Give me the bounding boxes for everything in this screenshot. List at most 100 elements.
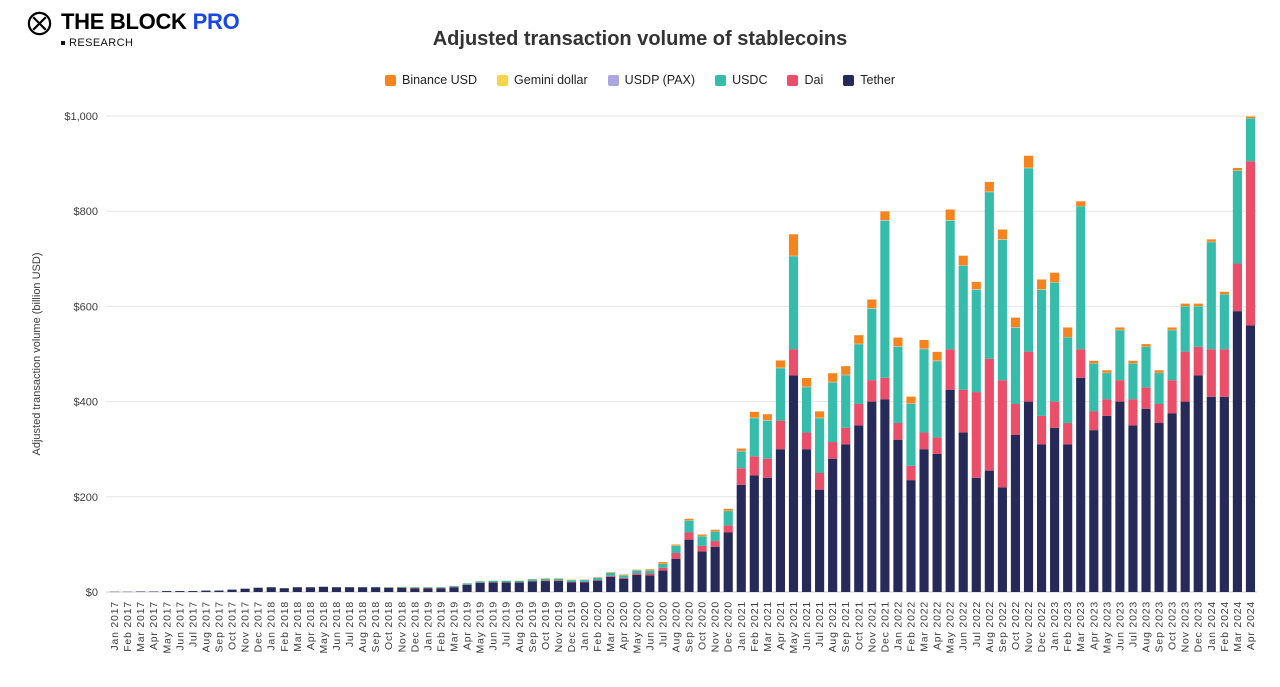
bar-segment-binance-usd[interactable] bbox=[1076, 201, 1086, 207]
bar-segment-tether[interactable] bbox=[645, 575, 655, 592]
bar-segment-tether[interactable] bbox=[1245, 325, 1256, 592]
bar-segment-tether[interactable] bbox=[527, 581, 537, 592]
bar-segment-dai[interactable] bbox=[1050, 401, 1060, 428]
bar-segment-usdc[interactable] bbox=[410, 587, 420, 589]
bar-segment-dai[interactable] bbox=[1232, 263, 1242, 312]
bar-segment-tether[interactable] bbox=[1050, 427, 1060, 592]
bar-segment-dai[interactable] bbox=[997, 380, 1007, 488]
bar-segment-usdc[interactable] bbox=[723, 511, 733, 526]
bar-segment-dai[interactable] bbox=[697, 545, 707, 552]
bar-segment-usdc[interactable] bbox=[1115, 330, 1125, 381]
legend-item-usdc[interactable]: USDC bbox=[715, 73, 767, 87]
bar-segment-usdc[interactable] bbox=[1102, 373, 1112, 400]
bar-segment-usdc[interactable] bbox=[775, 368, 785, 421]
bar-segment-tether[interactable] bbox=[1219, 396, 1229, 592]
bar-segment-tether[interactable] bbox=[540, 581, 550, 592]
bar-segment-dai[interactable] bbox=[971, 392, 981, 478]
bar-segment-usdc[interactable] bbox=[1245, 118, 1256, 162]
bar-segment-usdc[interactable] bbox=[423, 587, 433, 589]
bar-segment-tether[interactable] bbox=[397, 587, 407, 592]
bar-segment-dai[interactable] bbox=[945, 349, 955, 390]
bar-segment-usdc[interactable] bbox=[1050, 282, 1060, 402]
bar-segment-usdc[interactable] bbox=[619, 575, 629, 578]
bar-segment-dai[interactable] bbox=[1245, 161, 1256, 326]
bar-segment-dai[interactable] bbox=[867, 380, 877, 402]
bar-segment-dai[interactable] bbox=[1023, 351, 1034, 402]
bar-segment-dai[interactable] bbox=[880, 377, 890, 400]
bar-segment-tether[interactable] bbox=[1180, 401, 1190, 592]
bar-segment-usdc[interactable] bbox=[488, 580, 498, 583]
bar-segment-dai[interactable] bbox=[906, 465, 916, 481]
bar-segment-usdc[interactable] bbox=[645, 570, 655, 574]
bar-segment-tether[interactable] bbox=[919, 449, 929, 592]
bar-segment-binance-usd[interactable] bbox=[880, 211, 890, 221]
bar-segment-dai[interactable] bbox=[841, 427, 851, 445]
bar-segment-tether[interactable] bbox=[984, 470, 994, 592]
bar-segment-tether[interactable] bbox=[253, 587, 263, 592]
bar-segment-tether[interactable] bbox=[658, 570, 668, 592]
bar-segment-dai[interactable] bbox=[1219, 349, 1229, 397]
bar-segment-dai[interactable] bbox=[1063, 423, 1073, 445]
bar-segment-dai[interactable] bbox=[658, 567, 668, 571]
bar-segment-binance-usd[interactable] bbox=[1010, 317, 1021, 328]
bar-segment-usdc[interactable] bbox=[710, 531, 720, 542]
bar-segment-tether[interactable] bbox=[932, 453, 942, 592]
bar-segment-tether[interactable] bbox=[1036, 444, 1047, 592]
bar-segment-usdc[interactable] bbox=[762, 420, 772, 459]
bar-segment-usdc[interactable] bbox=[854, 344, 864, 404]
bar-segment-tether[interactable] bbox=[358, 587, 368, 592]
bar-segment-tether[interactable] bbox=[371, 587, 381, 592]
bar-segment-dai[interactable] bbox=[736, 468, 746, 485]
bar-segment-dai[interactable] bbox=[984, 358, 994, 471]
bar-segment-tether[interactable] bbox=[997, 487, 1007, 592]
bar-segment-binance-usd[interactable] bbox=[762, 414, 772, 420]
bar-segment-tether[interactable] bbox=[867, 401, 877, 592]
bar-segment-usdc[interactable] bbox=[1076, 206, 1086, 350]
bar-segment-usdc[interactable] bbox=[553, 578, 564, 581]
bar-segment-usdc[interactable] bbox=[1180, 306, 1190, 352]
bar-segment-tether[interactable] bbox=[697, 551, 707, 592]
bar-segment-dai[interactable] bbox=[684, 532, 694, 540]
bar-segment-usdc[interactable] bbox=[893, 346, 903, 424]
bar-segment-binance-usd[interactable] bbox=[697, 534, 707, 536]
bar-segment-binance-usd[interactable] bbox=[1167, 327, 1177, 330]
bar-segment-dai[interactable] bbox=[1128, 399, 1138, 426]
bar-segment-binance-usd[interactable] bbox=[958, 255, 968, 266]
bar-segment-usdc[interactable] bbox=[1193, 306, 1203, 347]
bar-segment-binance-usd[interactable] bbox=[788, 234, 799, 256]
bar-segment-tether[interactable] bbox=[384, 587, 394, 592]
bar-segment-tether[interactable] bbox=[488, 582, 498, 592]
bar-segment-usdc[interactable] bbox=[501, 580, 511, 583]
bar-segment-tether[interactable] bbox=[423, 588, 433, 592]
bar-segment-tether[interactable] bbox=[736, 484, 746, 592]
bar-segment-tether[interactable] bbox=[240, 588, 250, 592]
bar-segment-binance-usd[interactable] bbox=[854, 335, 864, 344]
bar-segment-binance-usd[interactable] bbox=[1245, 116, 1256, 118]
bar-segment-tether[interactable] bbox=[619, 578, 629, 592]
bar-segment-tether[interactable] bbox=[762, 477, 772, 592]
bar-segment-usdc[interactable] bbox=[801, 387, 812, 433]
bar-segment-tether[interactable] bbox=[344, 587, 355, 592]
bar-segment-tether[interactable] bbox=[501, 582, 511, 592]
bar-segment-tether[interactable] bbox=[566, 582, 577, 592]
bar-segment-dai[interactable] bbox=[1010, 403, 1021, 435]
bar-segment-binance-usd[interactable] bbox=[684, 518, 694, 521]
bar-segment-tether[interactable] bbox=[749, 475, 759, 592]
bar-segment-tether[interactable] bbox=[410, 588, 420, 592]
bar-segment-usdc[interactable] bbox=[1141, 346, 1151, 388]
bar-segment-usdc[interactable] bbox=[593, 577, 603, 581]
bar-segment-usdc[interactable] bbox=[475, 581, 485, 583]
bar-segment-tether[interactable] bbox=[1089, 430, 1099, 592]
bar-segment-usdc[interactable] bbox=[697, 536, 707, 546]
bar-segment-tether[interactable] bbox=[710, 546, 720, 592]
bar-segment-binance-usd[interactable] bbox=[919, 339, 929, 349]
bar-segment-tether[interactable] bbox=[1141, 408, 1151, 592]
bar-segment-usdc[interactable] bbox=[1206, 242, 1216, 350]
bar-segment-tether[interactable] bbox=[684, 539, 694, 592]
bar-segment-tether[interactable] bbox=[292, 587, 302, 592]
bar-segment-usdc[interactable] bbox=[984, 192, 994, 359]
bar-segment-binance-usd[interactable] bbox=[1063, 327, 1073, 337]
bar-segment-binance-usd[interactable] bbox=[1232, 167, 1242, 171]
bar-segment-tether[interactable] bbox=[580, 582, 590, 592]
bar-segment-dai[interactable] bbox=[919, 432, 929, 450]
